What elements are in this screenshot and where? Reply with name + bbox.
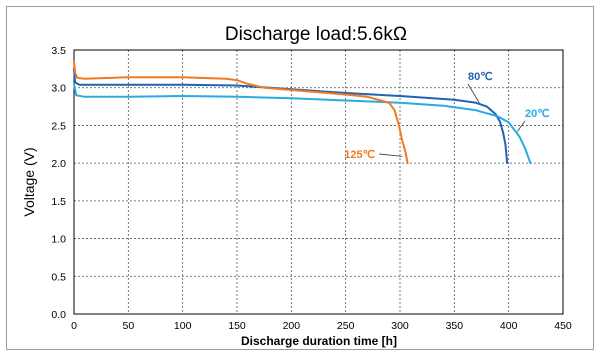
chart-title: Discharge load:5.6kΩ bbox=[225, 24, 407, 45]
series-label: 20℃ bbox=[525, 108, 550, 120]
x-tick-label: 450 bbox=[554, 320, 572, 332]
series-lines bbox=[73, 60, 532, 165]
x-tick-label: 300 bbox=[391, 320, 409, 332]
y-tick-label: 2.5 bbox=[51, 120, 66, 132]
series-label-leader bbox=[378, 153, 403, 157]
grid-lines bbox=[74, 50, 563, 314]
y-tick-label: 1.0 bbox=[51, 234, 66, 246]
x-tick-label: 100 bbox=[174, 320, 192, 332]
y-tick-label: 2.0 bbox=[51, 158, 66, 170]
x-tick-label: 400 bbox=[500, 320, 518, 332]
series-label: 125℃ bbox=[344, 149, 375, 161]
y-tick-label: 0.0 bbox=[51, 309, 66, 321]
series-line bbox=[73, 67, 508, 165]
series-labels: 80℃ 20℃ 125℃ bbox=[344, 71, 549, 161]
y-axis-label: Voltage (V) bbox=[21, 147, 37, 216]
series-label-leader bbox=[517, 120, 526, 132]
series-label: 80℃ bbox=[468, 71, 493, 83]
y-tick-label: 3.0 bbox=[51, 83, 66, 95]
series-line bbox=[73, 82, 532, 165]
y-tick-label: 1.5 bbox=[51, 196, 66, 208]
tick-labels: 0 50 100 150 200 250 300 350 400 450 0.0 0.5 1.0 1.5 2… bbox=[51, 45, 572, 332]
y-tick-label: 3.5 bbox=[51, 45, 66, 57]
series-label-leader bbox=[467, 83, 480, 104]
x-tick-label: 150 bbox=[228, 320, 246, 332]
x-tick-label: 50 bbox=[122, 320, 134, 332]
y-tick-label: 0.5 bbox=[51, 271, 66, 283]
plot-area-border bbox=[73, 49, 564, 315]
x-tick-label: 250 bbox=[337, 320, 355, 332]
x-tick-label: 350 bbox=[446, 320, 464, 332]
x-axis-label: Discharge duration time [h] bbox=[241, 334, 397, 348]
x-tick-label: 200 bbox=[283, 320, 301, 332]
x-tick-label: 0 bbox=[71, 320, 77, 332]
series-line bbox=[73, 60, 409, 165]
